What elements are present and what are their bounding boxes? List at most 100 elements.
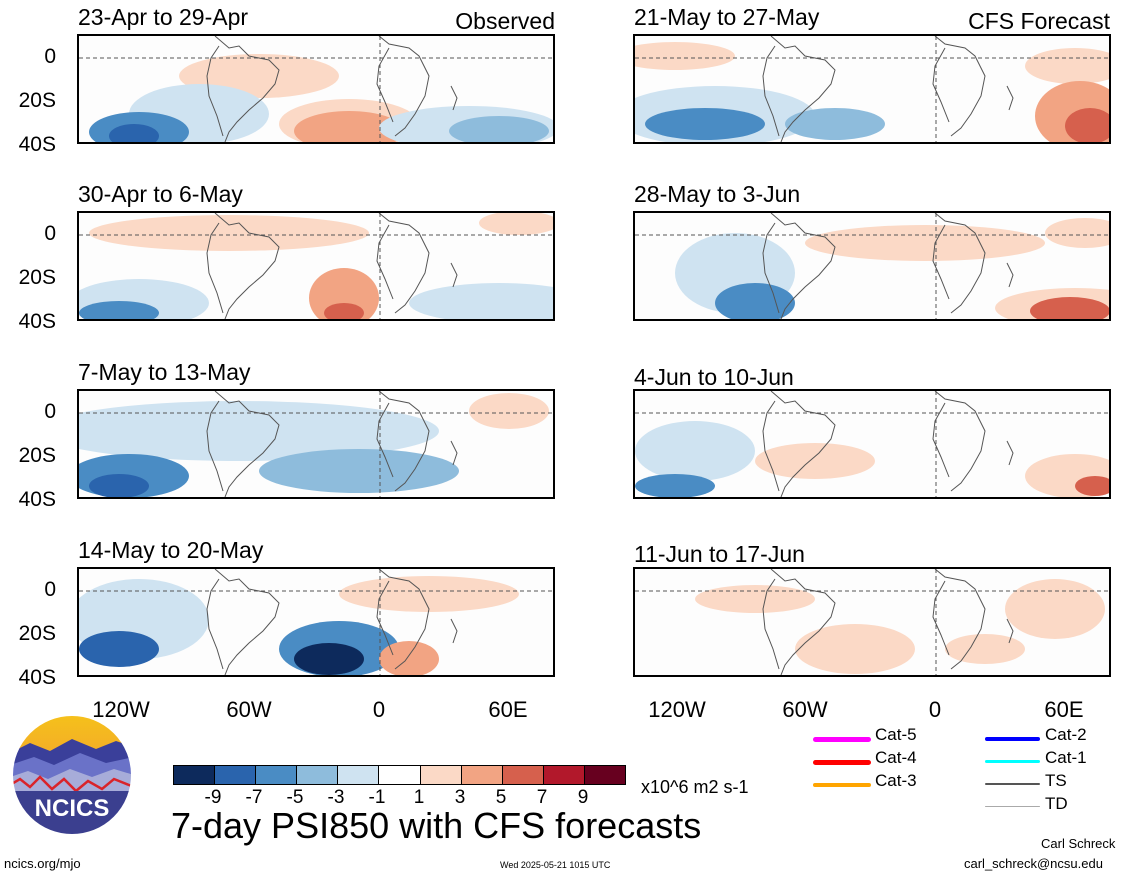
psi-anomaly-shading: [379, 641, 439, 675]
y-tick-20s-row1: 20S: [18, 89, 56, 112]
psi-anomaly-shading: [645, 108, 765, 140]
y-tick-0-row4: 0: [44, 578, 56, 601]
colorbar-tick: -9: [204, 787, 222, 808]
legend-line-cat1: [985, 760, 1040, 763]
x-tick-60w-right: 60W: [782, 697, 828, 722]
psi-anomaly-shading: [785, 108, 885, 140]
y-tick-0-row1: 0: [44, 45, 56, 68]
coastline: [206, 36, 458, 142]
psi-anomaly-shading: [469, 393, 549, 429]
psi-anomaly-shading: [1045, 218, 1109, 248]
colorbar: [173, 765, 626, 785]
map-field-8: [635, 569, 1109, 675]
panel-title-2: 21-May to 27-May: [634, 4, 820, 30]
psi-anomaly-shading: [79, 301, 159, 319]
y-tick-0-row3: 0: [44, 400, 56, 423]
psi-anomaly-shading: [795, 624, 915, 674]
colorbar-units: x10^6 m2 s-1: [641, 777, 749, 797]
map-panel-1: [77, 34, 555, 144]
psi-anomaly-shading: [1030, 297, 1109, 319]
psi-anomaly-shading: [79, 631, 159, 667]
psi-anomaly-shading: [294, 643, 364, 675]
map-field-2: [635, 36, 1109, 142]
colorbar-tick: 9: [577, 787, 589, 808]
psi-anomaly-shading: [715, 283, 795, 319]
panel-title-3: 30-Apr to 6-May: [78, 181, 243, 207]
colorbar-swatch: [501, 765, 544, 785]
colorbar-swatch: [419, 765, 462, 785]
x-tick-60e-right: 60E: [1044, 697, 1084, 722]
legend-label-cat2: Cat-2: [1045, 725, 1087, 744]
psi-anomaly-shading: [324, 303, 364, 319]
colorbar-tick: 5: [495, 787, 507, 808]
y-tick-0-row2: 0: [44, 222, 56, 245]
x-tick-0-right: 0: [928, 697, 942, 722]
colorbar-swatch: [296, 765, 339, 785]
colorbar-swatch: [255, 765, 298, 785]
y-tick-40s-row2: 40S: [18, 310, 56, 333]
coastline: [762, 36, 1014, 142]
y-tick-20s-row2: 20S: [18, 266, 56, 289]
coastline: [762, 391, 1014, 497]
colorbar-tick: -5: [286, 787, 304, 808]
y-tick-20s-row4: 20S: [18, 622, 56, 645]
colorbar-tick: -7: [245, 787, 263, 808]
colorbar-tick: 7: [536, 787, 548, 808]
x-tick-120w-left: 120W: [92, 697, 150, 722]
panel-title-5: 7-May to 13-May: [78, 359, 251, 385]
psi-anomaly-shading: [755, 443, 875, 479]
panel-title-4: 28-May to 3-Jun: [634, 181, 801, 207]
colorbar-tick: 1: [413, 787, 425, 808]
psi-anomaly-shading: [109, 124, 159, 142]
legend-label-cat1: Cat-1: [1045, 748, 1087, 767]
coastline: [762, 213, 1014, 319]
coastline: [762, 569, 1014, 675]
x-tick-120w-right: 120W: [648, 697, 706, 722]
map-field-5: [79, 391, 553, 497]
psi-anomaly-shading: [635, 42, 735, 70]
legend-line-cat3: [813, 783, 871, 787]
psi-anomaly-shading: [449, 116, 549, 142]
psi-anomaly-shading: [339, 576, 519, 612]
panel-title-8: 11-Jun to 17-Jun: [634, 541, 805, 567]
psi-anomaly-shading: [1075, 476, 1109, 496]
colorbar-swatch: [542, 765, 585, 785]
colorbar-tick: 3: [454, 787, 466, 808]
psi-anomaly-shading: [695, 585, 815, 613]
map-panel-2: [633, 34, 1111, 144]
psi-anomaly-shading: [479, 213, 553, 235]
logo-text: NCICS: [35, 795, 110, 822]
legend-label-cat4: Cat-4: [875, 748, 917, 767]
panel-label-observed: Observed: [455, 8, 555, 34]
panel-title-1: 23-Apr to 29-Apr: [78, 4, 249, 30]
map-field-6: [635, 391, 1109, 497]
legend-label-cat3: Cat-3: [875, 771, 917, 790]
coastline: [206, 391, 458, 497]
x-tick-60w-left: 60W: [226, 697, 272, 722]
coastline: [206, 213, 458, 319]
ncics-logo: NCICS: [10, 713, 134, 837]
footer-timestamp: Wed 2025-05-21 1015 UTC: [500, 860, 611, 870]
psi-anomaly-shading: [294, 111, 404, 142]
y-tick-20s-row3: 20S: [18, 444, 56, 467]
map-panel-3: [77, 211, 555, 321]
psi-anomaly-shading: [635, 421, 755, 481]
map-panel-6: [633, 389, 1111, 499]
map-panel-4: [633, 211, 1111, 321]
x-tick-60e-left: 60E: [488, 697, 528, 722]
psi-anomaly-shading: [1005, 579, 1105, 639]
legend-line-ts: [985, 783, 1040, 785]
psi-anomaly-shading: [945, 634, 1025, 664]
map-field-1: [79, 36, 553, 142]
legend-label-td: TD: [1045, 794, 1068, 813]
legend-line-cat4: [813, 760, 871, 765]
legend-line-cat2: [985, 737, 1040, 741]
legend-line-cat5: [813, 737, 871, 742]
map-field-7: [79, 569, 553, 675]
psi-anomaly-shading: [1025, 48, 1109, 84]
colorbar-swatch: [378, 765, 421, 785]
map-panel-5: [77, 389, 555, 499]
coastline: [206, 569, 458, 675]
colorbar-swatch: [173, 765, 216, 785]
psi-anomaly-shading: [79, 401, 439, 461]
